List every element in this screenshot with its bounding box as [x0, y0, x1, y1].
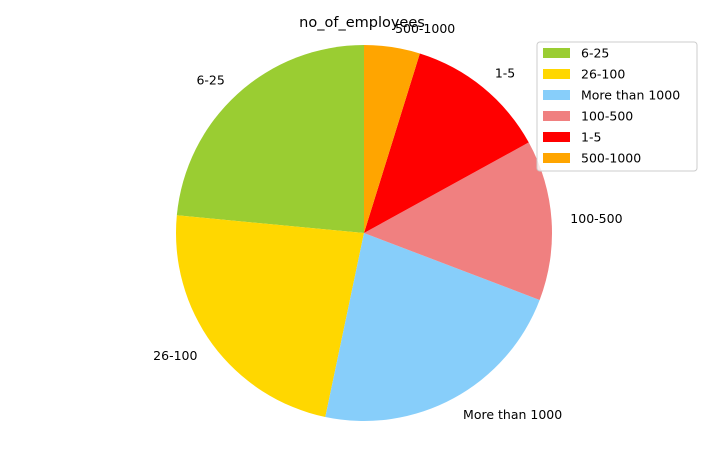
slice-label-6-25: 6-25 — [196, 73, 224, 88]
slice-label-100-500: 100-500 — [570, 211, 622, 226]
pie-slice-26-100 — [176, 215, 364, 417]
slice-label-1-5: 1-5 — [495, 65, 515, 80]
pie-slice-6-25 — [176, 45, 364, 233]
legend-label-100-500: 100-500 — [581, 109, 633, 124]
pie-slices — [176, 45, 552, 421]
pie-slice-more-than-1000 — [325, 233, 540, 421]
legend-label-1-5: 1-5 — [581, 130, 601, 145]
legend: 6-25 26-100 More than 1000 100-500 1-5 500-10… — [536, 41, 698, 172]
legend-swatch-6-25 — [543, 48, 570, 58]
legend-swatch-100-500 — [543, 111, 570, 121]
slice-label-500-1000: 500-1000 — [395, 21, 455, 36]
legend-label-26-100: 26-100 — [581, 67, 625, 82]
legend-label-more-than-1000: More than 1000 — [581, 88, 680, 103]
legend-swatch-1-5 — [543, 132, 570, 142]
pie-slice-100-500 — [364, 142, 552, 301]
legend-label-500-1000: 500-1000 — [581, 151, 641, 166]
chart-title: no_of_employees — [299, 15, 425, 31]
legend-swatch-500-1000 — [543, 153, 570, 163]
legend-swatch-26-100 — [543, 69, 570, 79]
slice-label-26-100: 26-100 — [153, 348, 197, 363]
slice-label-more-than-1000: More than 1000 — [463, 407, 562, 422]
legend-entries: 6-25 26-100 More than 1000 100-500 1-5 500-10… — [543, 46, 680, 166]
pie-slice-labels: 6-25 26-100 More than 1000 100-500 1-5 500-10… — [153, 21, 622, 422]
legend-frame — [536, 41, 698, 172]
legend-label-6-25: 6-25 — [581, 46, 609, 61]
pie-slice-500-1000 — [364, 45, 420, 233]
legend-swatch-more-than-1000 — [543, 90, 570, 100]
pie-slice-1-5 — [364, 53, 529, 233]
